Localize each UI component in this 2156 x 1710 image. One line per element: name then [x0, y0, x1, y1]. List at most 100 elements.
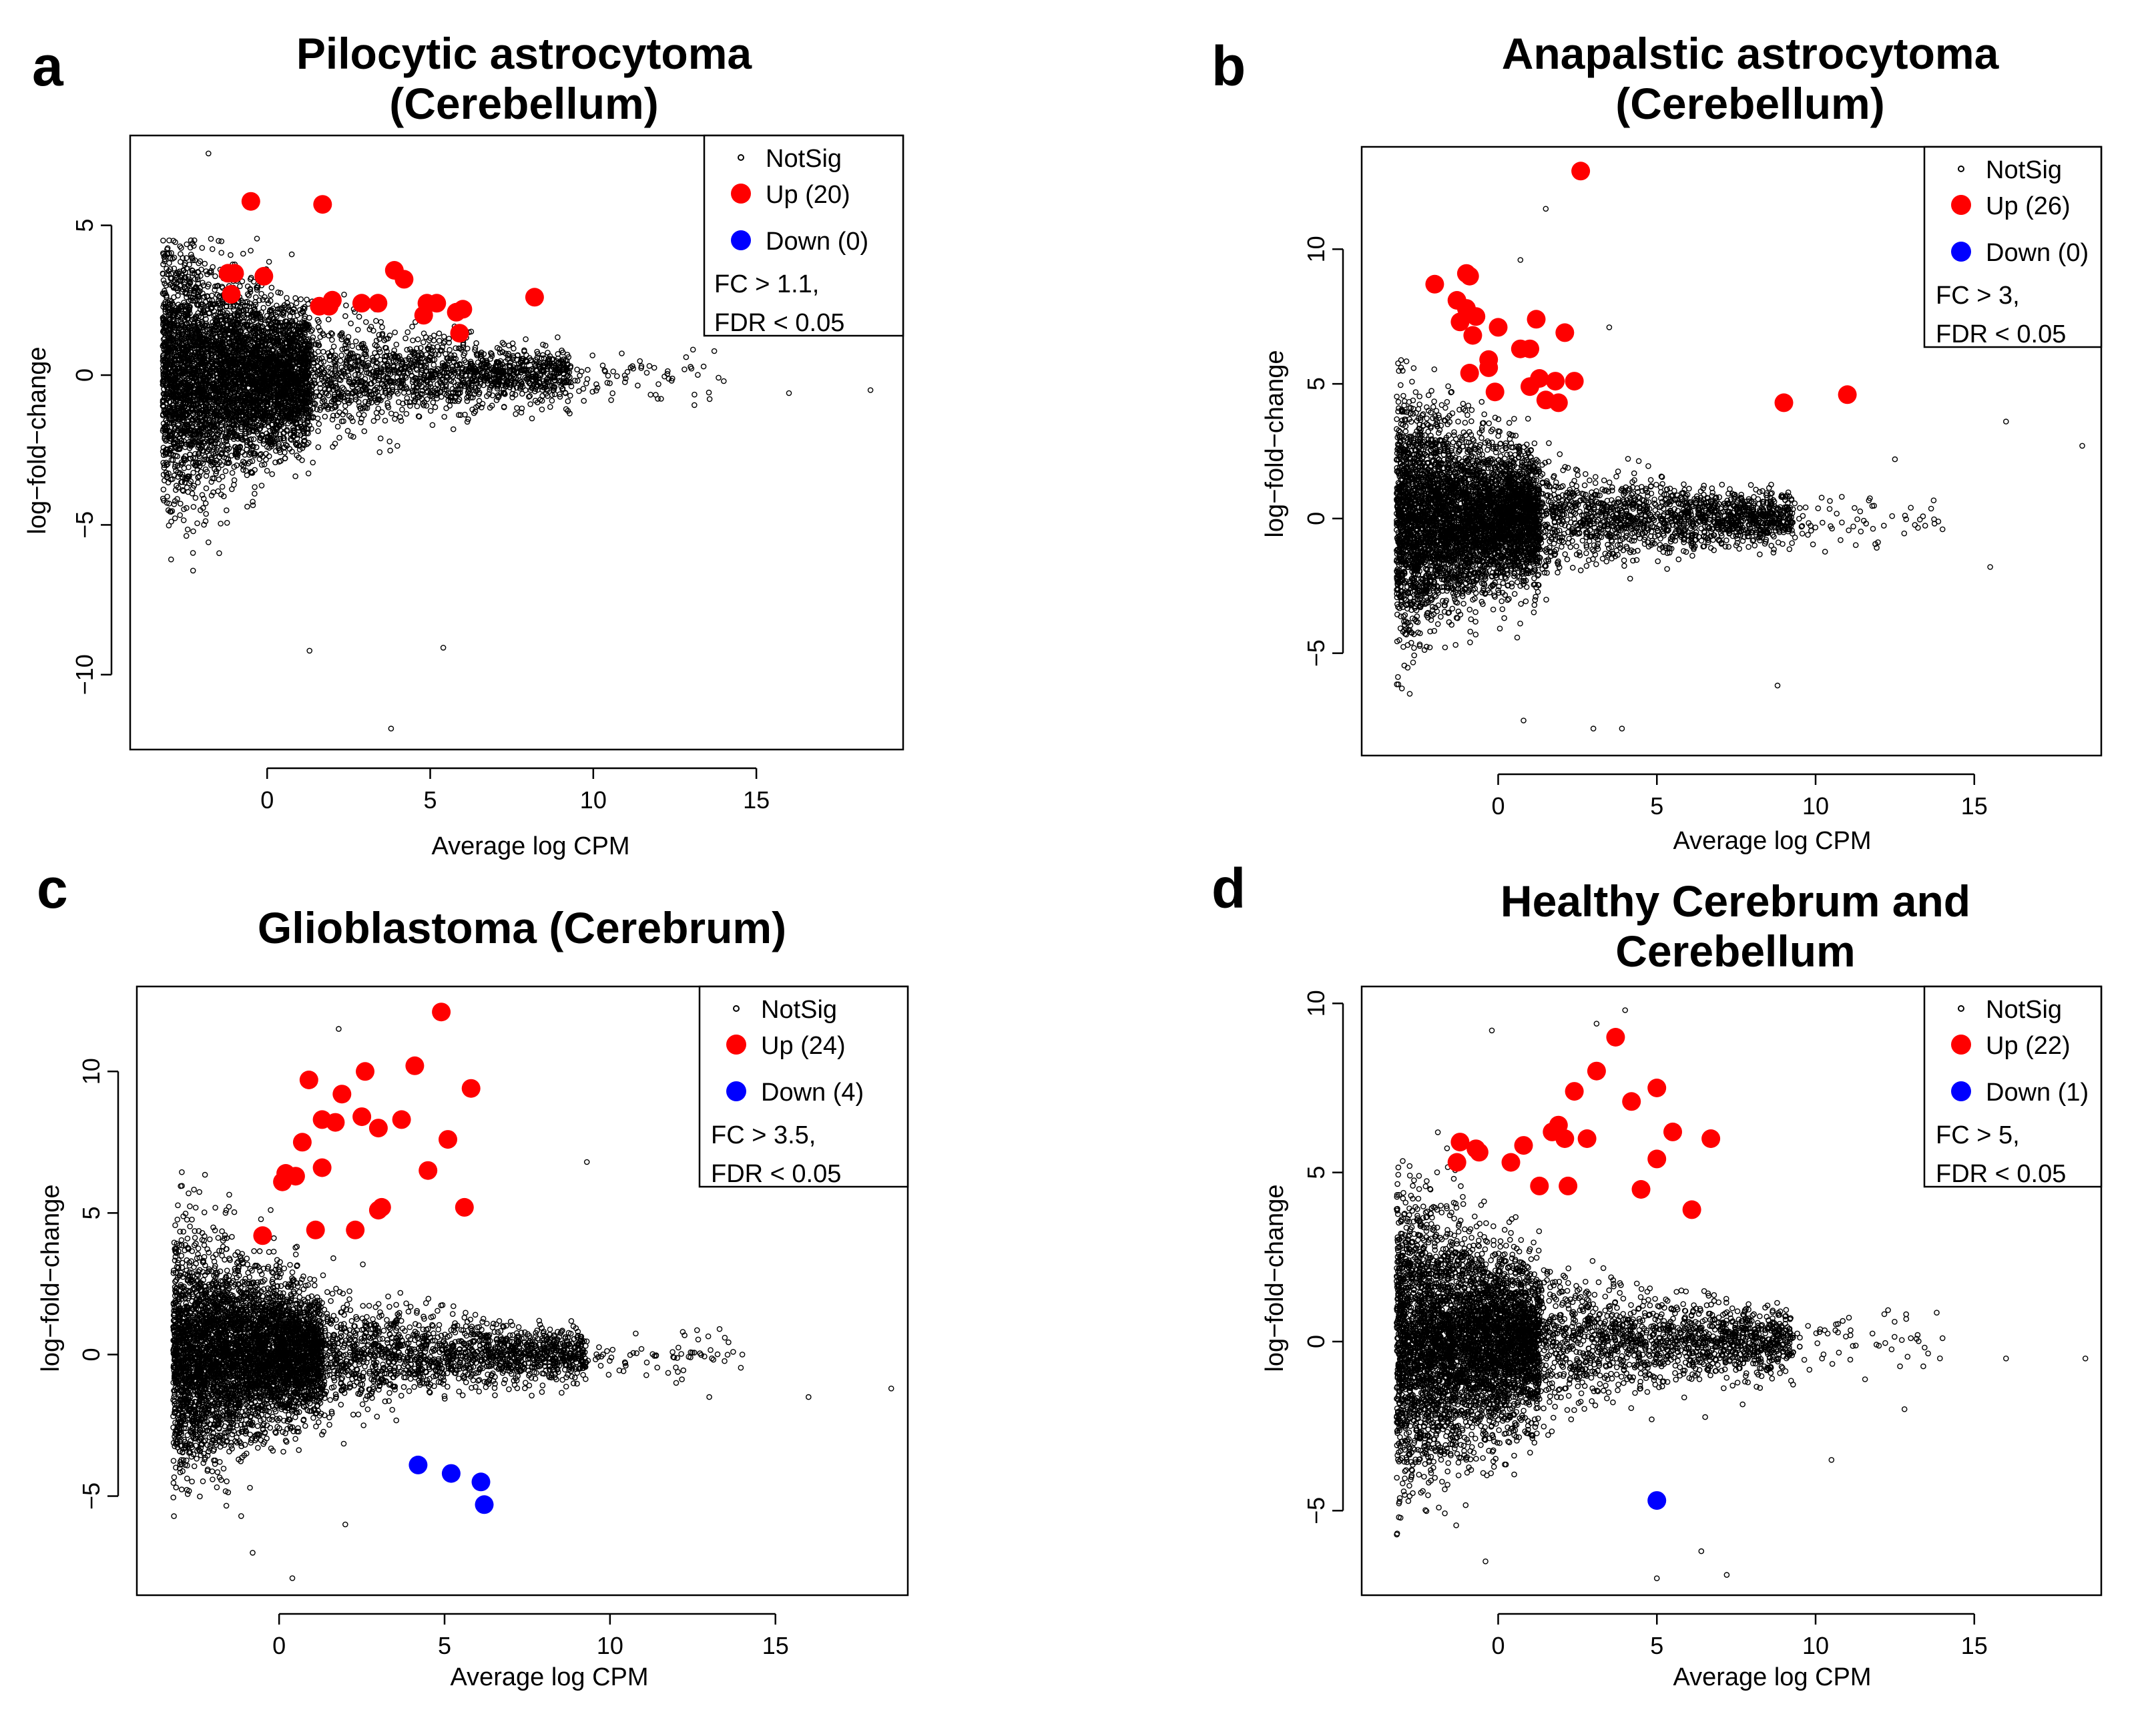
notsig-point — [433, 405, 437, 410]
notsig-point — [321, 350, 326, 354]
notsig-point — [248, 248, 253, 253]
notsig-point — [161, 278, 166, 282]
notsig-point — [316, 445, 320, 449]
y-axis-label: log−fold−change — [23, 346, 51, 534]
notsig-point — [225, 521, 230, 525]
notsig-point — [357, 314, 362, 319]
chart-title-line-2: (Cerebellum) — [389, 79, 658, 128]
notsig-point — [183, 445, 188, 449]
notsig-point — [395, 443, 400, 448]
notsig-point — [267, 260, 272, 264]
notsig-point — [392, 416, 397, 421]
notsig-point — [182, 518, 186, 523]
notsig-point — [364, 320, 368, 324]
notsig-point — [382, 418, 387, 423]
notsig-point — [386, 405, 390, 410]
notsig-point — [394, 342, 398, 347]
notsig-point — [380, 410, 384, 414]
notsig-point — [342, 292, 346, 297]
notsig-point — [354, 339, 358, 344]
notsig-point — [161, 487, 166, 492]
panel-a: a Pilocytic astrocytoma (Cerebellum) Ave… — [23, 29, 903, 860]
notsig-point — [184, 242, 189, 246]
notsig-point — [400, 407, 405, 412]
figure: a Pilocytic astrocytoma (Cerebellum) Ave… — [0, 0, 2156, 1710]
notsig-point — [284, 296, 289, 300]
notsig-point — [195, 521, 200, 525]
notsig-point — [447, 348, 452, 352]
notsig-point — [371, 418, 376, 423]
notsig-point — [380, 394, 385, 399]
notsig-point — [431, 400, 435, 404]
notsig-point — [378, 350, 382, 354]
notsig-point — [435, 344, 440, 349]
notsig-point — [310, 460, 315, 465]
notsig-point — [339, 353, 344, 358]
notsig-point — [294, 301, 299, 306]
chart-title-line-1: Pilocytic astrocytoma — [296, 29, 753, 78]
notsig-point — [378, 436, 383, 441]
notsig-point — [389, 411, 394, 416]
notsig-point — [206, 540, 211, 545]
notsig-point — [254, 236, 259, 241]
notsig-point — [210, 247, 215, 252]
notsig-point — [374, 410, 378, 415]
notsig-point — [259, 292, 264, 296]
notsig-point — [350, 344, 354, 348]
notsig-point — [374, 318, 378, 323]
notsig-point — [387, 439, 392, 444]
notsig-point — [268, 293, 273, 298]
notsig-point — [555, 335, 560, 340]
notsig-point — [513, 392, 518, 397]
notsig-point — [549, 398, 554, 403]
notsig-point — [307, 316, 312, 320]
notsig-point — [200, 246, 204, 250]
notsig-point — [298, 297, 303, 302]
notsig-point — [322, 414, 327, 419]
notsig-point — [523, 337, 528, 342]
notsig-point — [337, 435, 342, 440]
notsig-point — [511, 346, 516, 351]
notsig-point — [202, 262, 207, 266]
notsig-point — [345, 429, 350, 433]
notsig-point — [565, 399, 570, 404]
notsig-point — [283, 456, 288, 461]
notsig-point — [204, 501, 208, 506]
notsig-point — [191, 568, 196, 573]
notsig-point — [196, 480, 200, 485]
notsig-point — [362, 429, 366, 434]
notsig-point — [442, 414, 447, 419]
notsig-point — [241, 467, 246, 472]
notsig-point — [540, 394, 545, 398]
notsig-point — [430, 422, 435, 427]
notsig-point — [529, 416, 534, 420]
notsig-point — [220, 485, 225, 489]
notsig-point — [169, 557, 174, 562]
notsig-point — [416, 337, 421, 342]
notsig-point — [270, 472, 274, 477]
notsig-point — [219, 250, 224, 255]
notsig-point — [213, 274, 218, 278]
notsig-point — [186, 527, 190, 532]
notsig-point — [173, 516, 178, 521]
notsig-point — [338, 358, 343, 363]
notsig-point — [228, 253, 233, 258]
notsig-point — [310, 335, 315, 340]
notsig-point — [191, 471, 196, 475]
notsig-point — [165, 494, 170, 499]
notsig-point — [326, 317, 331, 322]
notsig-point — [443, 352, 448, 356]
notsig-point — [172, 502, 176, 507]
notsig-point — [193, 495, 198, 500]
notsig-point — [191, 529, 196, 533]
notsig-point — [444, 406, 449, 410]
notsig-point — [451, 427, 456, 432]
notsig-point — [380, 325, 384, 330]
notsig-point — [186, 490, 190, 495]
notsig-point — [252, 491, 257, 496]
notsig-point — [404, 411, 409, 416]
notsig-point — [511, 341, 515, 346]
notsig-point — [265, 469, 270, 473]
notsig-point — [178, 501, 183, 506]
notsig-point — [161, 262, 166, 267]
